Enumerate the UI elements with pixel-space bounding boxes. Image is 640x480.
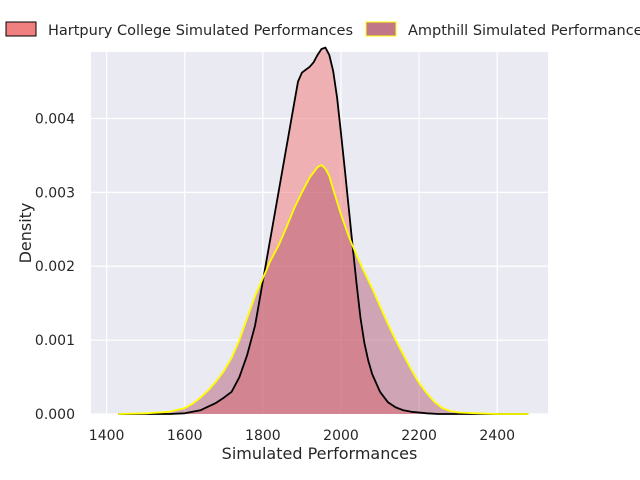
y-tick-label: 0.002 <box>35 259 75 275</box>
x-tick-label: 2400 <box>479 428 515 444</box>
y-tick-labels: 0.000 0.001 0.002 0.003 0.004 <box>35 111 75 423</box>
x-axis-label: Simulated Performances <box>222 444 418 463</box>
legend-label-hartpury: Hartpury College Simulated Performances <box>48 23 353 39</box>
density-line-ampthill <box>118 164 529 415</box>
x-tick-label: 1600 <box>167 428 203 444</box>
x-tick-label: 1400 <box>89 428 125 444</box>
legend-label-ampthill: Ampthill Simulated Performances <box>408 23 640 39</box>
legend-swatch-ampthill <box>365 21 397 37</box>
x-tick-label: 1800 <box>245 428 281 444</box>
density-series <box>118 46 529 415</box>
density-line-hartpury <box>118 46 529 415</box>
y-tick-label: 0.004 <box>35 111 75 127</box>
density-area-hartpury <box>118 47 529 414</box>
legend-swatch-hartpury <box>5 21 37 37</box>
y-tick-label: 0.000 <box>35 407 75 423</box>
density-area-ampthill <box>118 165 529 414</box>
x-tick-labels: 1400 1600 1800 2000 2200 2400 <box>89 428 515 444</box>
y-tick-label: 0.003 <box>35 185 75 201</box>
legend: Hartpury College Simulated Performances … <box>5 21 640 39</box>
y-tick-label: 0.001 <box>35 333 75 349</box>
x-tick-label: 2200 <box>401 428 437 444</box>
y-axis-label: Density <box>16 203 35 264</box>
x-tick-label: 2000 <box>323 428 359 444</box>
